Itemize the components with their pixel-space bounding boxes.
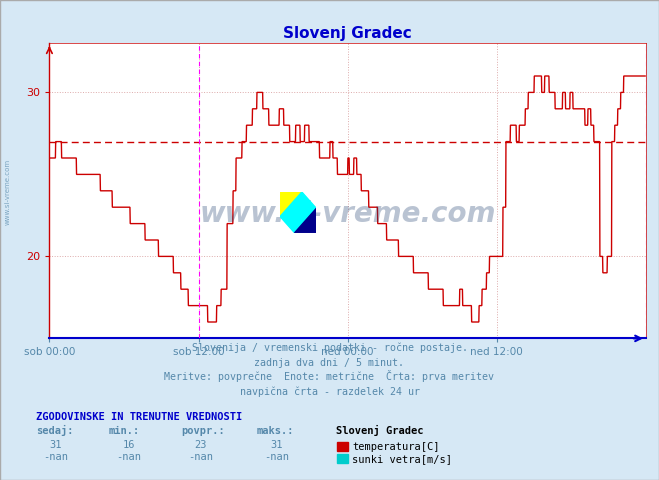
Polygon shape: [295, 208, 316, 233]
Title: Slovenj Gradec: Slovenj Gradec: [283, 25, 412, 41]
Text: -nan: -nan: [43, 452, 69, 462]
Text: 31: 31: [271, 440, 283, 450]
Text: sedaj:: sedaj:: [36, 425, 74, 436]
Text: ZGODOVINSKE IN TRENUTNE VREDNOSTI: ZGODOVINSKE IN TRENUTNE VREDNOSTI: [36, 412, 243, 422]
Text: www.si-vreme.com: www.si-vreme.com: [5, 159, 11, 225]
Text: Slovenija / vremenski podatki - ročne postaje.: Slovenija / vremenski podatki - ročne po…: [192, 343, 467, 353]
Text: min.:: min.:: [109, 426, 140, 436]
Text: 16: 16: [123, 440, 134, 450]
Polygon shape: [280, 192, 302, 216]
Polygon shape: [280, 192, 316, 233]
Text: -nan: -nan: [116, 452, 141, 462]
Text: Slovenj Gradec: Slovenj Gradec: [336, 425, 424, 436]
Text: sunki vetra[m/s]: sunki vetra[m/s]: [352, 454, 452, 464]
Text: temperatura[C]: temperatura[C]: [352, 442, 440, 452]
Text: 23: 23: [195, 440, 207, 450]
Text: 31: 31: [50, 440, 62, 450]
Text: maks.:: maks.:: [257, 426, 295, 436]
Text: povpr.:: povpr.:: [181, 426, 225, 436]
Text: zadnja dva dni / 5 minut.: zadnja dva dni / 5 minut.: [254, 358, 405, 368]
Text: -nan: -nan: [188, 452, 214, 462]
Text: navpična črta - razdelek 24 ur: navpična črta - razdelek 24 ur: [239, 386, 420, 396]
Text: -nan: -nan: [264, 452, 289, 462]
Text: www.si-vreme.com: www.si-vreme.com: [200, 201, 496, 228]
Text: Meritve: povprečne  Enote: metrične  Črta: prva meritev: Meritve: povprečne Enote: metrične Črta:…: [165, 370, 494, 382]
